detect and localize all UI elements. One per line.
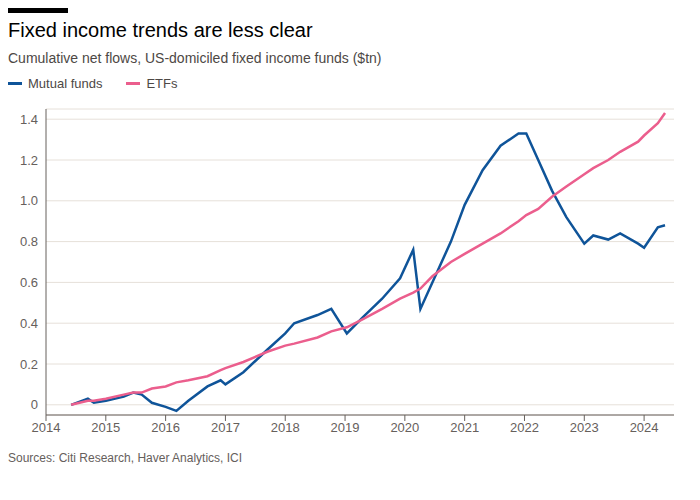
svg-text:2024: 2024 — [630, 420, 659, 435]
svg-text:0: 0 — [31, 397, 38, 412]
svg-text:2016: 2016 — [151, 420, 180, 435]
svg-text:2017: 2017 — [211, 420, 240, 435]
svg-text:2019: 2019 — [331, 420, 360, 435]
svg-text:0.8: 0.8 — [20, 234, 38, 249]
html-text:Cumulative net flows, US-domic: Cumulative net flows, US-domiciled fixed… — [8, 50, 382, 66]
html-text:Mutual funds: Mutual funds — [28, 76, 103, 91]
svg-text:2014: 2014 — [32, 420, 61, 435]
svg-text:2020: 2020 — [390, 420, 419, 435]
svg-text:2018: 2018 — [271, 420, 300, 435]
svg-text:2023: 2023 — [570, 420, 599, 435]
svg-text:1.4: 1.4 — [20, 112, 38, 127]
svg-text:0.2: 0.2 — [20, 357, 38, 372]
svg-text:1.0: 1.0 — [20, 193, 38, 208]
svg-text:0.6: 0.6 — [20, 275, 38, 290]
svg-text:2015: 2015 — [91, 420, 120, 435]
svg-text:2022: 2022 — [510, 420, 539, 435]
html-text:ETFs: ETFs — [146, 76, 178, 91]
svg-text:0.4: 0.4 — [20, 316, 38, 331]
html-text:Sources: Citi Research, Haver: Sources: Citi Research, Haver Analytics,… — [8, 451, 243, 465]
html-text:Fixed income trends are less c: Fixed income trends are less clear — [8, 19, 313, 41]
svg-text:2021: 2021 — [450, 420, 479, 435]
svg-text:1.2: 1.2 — [20, 153, 38, 168]
